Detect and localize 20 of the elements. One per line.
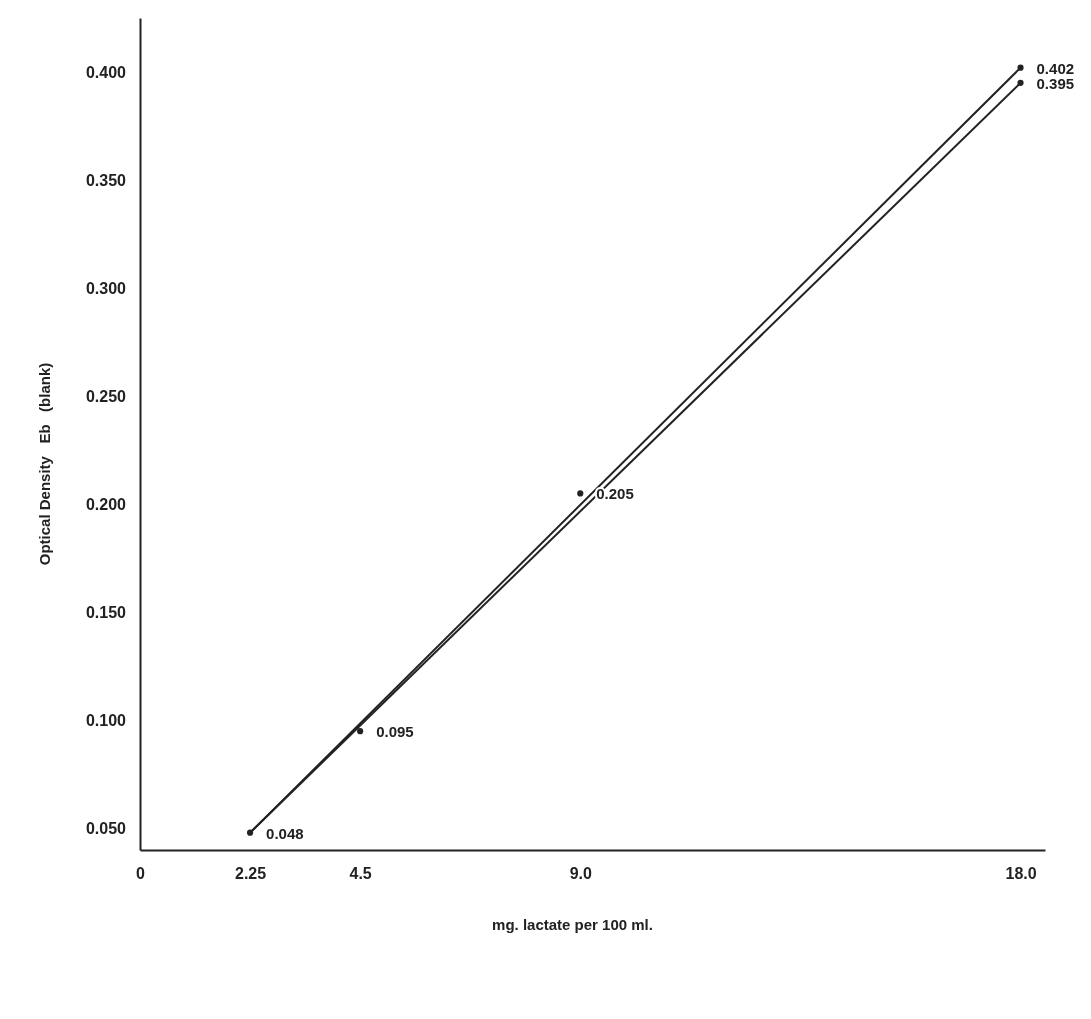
y-tick-label: 0.350: [85, 171, 127, 189]
x-tick-label: 0: [136, 865, 146, 883]
x-tick-label: 18.0: [1005, 865, 1037, 883]
y-tick-label: 0.300: [85, 279, 127, 297]
y-tick-label: 0.200: [85, 495, 127, 513]
y-tick-label: 0.400: [85, 63, 127, 81]
data-label: 0.095: [376, 723, 414, 741]
data-label: 0.205: [596, 485, 634, 503]
x-tick-label: 4.5: [349, 865, 372, 883]
x-axis-title: mg. lactate per 100 ml.: [492, 916, 653, 933]
y-tick-label: 0.250: [85, 387, 127, 405]
data-label: 0.048: [266, 824, 304, 842]
y-tick-label: 0.050: [85, 820, 127, 838]
x-tick-label: 9.0: [569, 865, 592, 883]
y-tick-label: 0.100: [85, 711, 127, 729]
y-tick-label: 0.150: [85, 603, 127, 621]
data-label: 0.402: [1036, 59, 1075, 77]
data-label: 0.395: [1036, 74, 1075, 92]
x-tick-label: 2.25: [235, 865, 267, 883]
y-axis-title: Optical Density Eb (blank): [36, 362, 53, 566]
